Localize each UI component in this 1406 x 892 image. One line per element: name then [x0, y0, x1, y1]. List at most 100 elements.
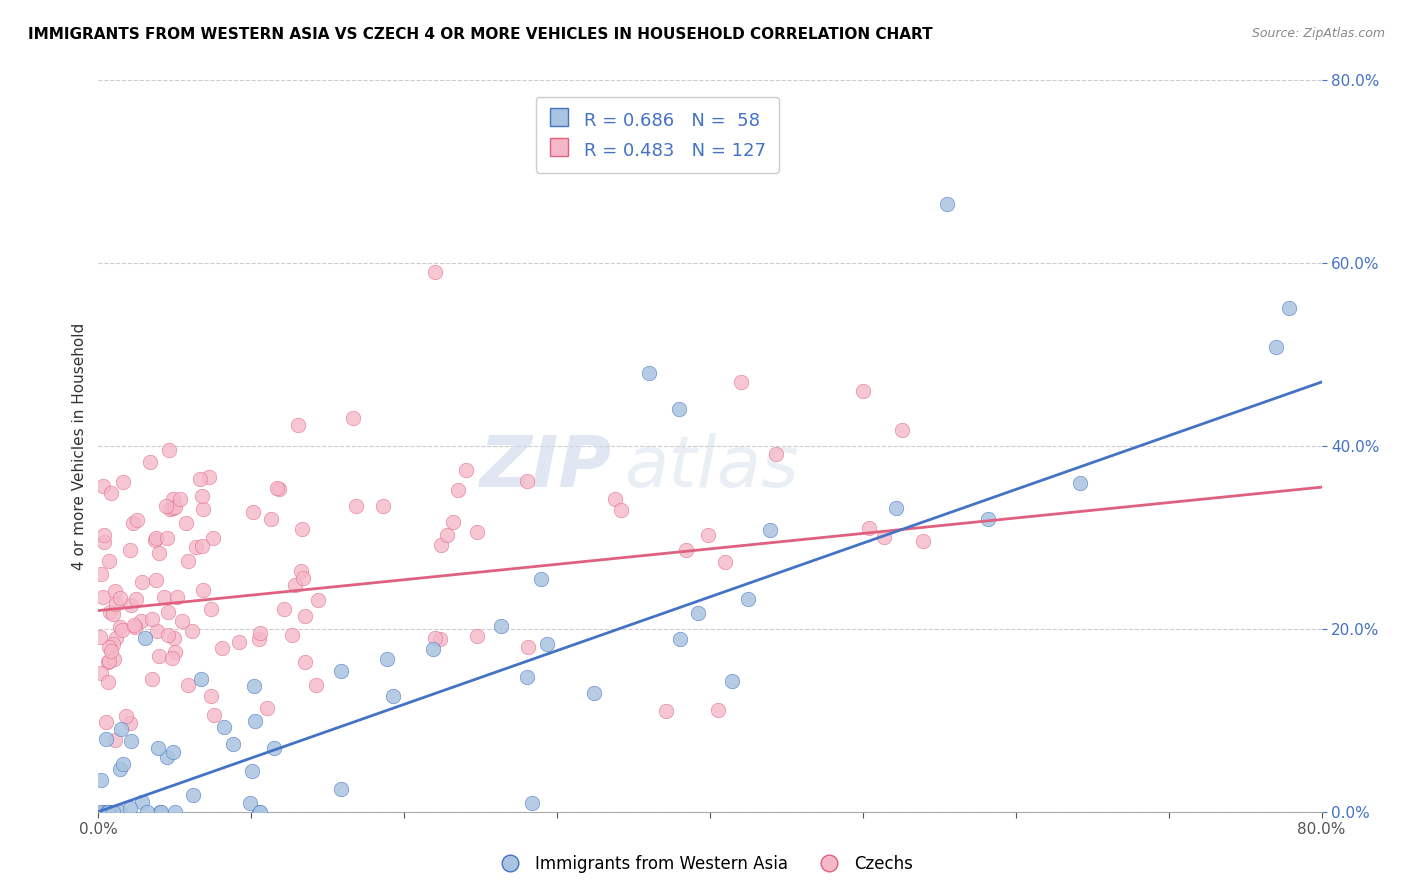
Point [110, 762, 132, 776]
Point [91, 479, 114, 493]
Point [153, 591, 176, 605]
Text: atlas: atlas [624, 434, 799, 502]
Point [90, 567, 112, 582]
Point [156, 628, 179, 642]
Point [90, 665, 112, 680]
Point [259, 512, 281, 526]
Point [294, 609, 316, 624]
Point [668, 402, 690, 417]
Point [536, 637, 558, 651]
Point [101, 637, 124, 651]
Point [97, 805, 120, 819]
Point [165, 500, 187, 514]
Point [191, 539, 214, 553]
Point [423, 631, 446, 645]
Point [143, 533, 166, 547]
Text: IMMIGRANTS FROM WESTERN ASIA VS CZECH 4 OR MORE VEHICLES IN HOUSEHOLD CORRELATIO: IMMIGRANTS FROM WESTERN ASIA VS CZECH 4 … [28, 27, 932, 42]
Point [936, 196, 959, 211]
Point [96, 805, 118, 819]
Point [516, 670, 538, 684]
Point [148, 547, 170, 561]
Point [174, 516, 197, 530]
Point [184, 540, 207, 554]
Point [423, 265, 446, 279]
Point [610, 502, 633, 516]
Point [145, 573, 167, 587]
Point [91, 805, 114, 819]
Point [852, 384, 875, 398]
Point [94, 714, 117, 729]
Point [290, 564, 312, 578]
Point [172, 614, 194, 628]
Point [654, 704, 676, 718]
Point [104, 631, 127, 645]
Point [202, 707, 225, 722]
Point [530, 573, 553, 587]
Point [430, 538, 453, 552]
Point [190, 672, 212, 686]
Point [239, 797, 262, 811]
Point [180, 624, 202, 638]
Point [429, 632, 451, 647]
Point [422, 642, 444, 657]
Point [156, 531, 179, 545]
Point [163, 805, 186, 819]
Point [675, 543, 697, 558]
Point [243, 714, 266, 728]
Point [342, 410, 364, 425]
Point [281, 628, 304, 642]
Point [162, 500, 184, 515]
Point [465, 629, 488, 643]
Point [287, 418, 309, 433]
Point [381, 689, 404, 703]
Point [669, 632, 692, 646]
Point [93, 535, 115, 549]
Point [145, 532, 167, 546]
Point [456, 463, 478, 477]
Point [228, 634, 250, 648]
Point [177, 554, 200, 568]
Point [120, 801, 142, 815]
Point [91, 590, 114, 604]
Point [344, 499, 367, 513]
Point [222, 737, 245, 751]
Point [266, 481, 288, 495]
Point [256, 701, 278, 715]
Point [447, 483, 470, 498]
Point [603, 492, 626, 507]
Point [1278, 301, 1301, 316]
Point [103, 733, 125, 747]
Point [489, 619, 512, 633]
Point [183, 789, 205, 803]
Point [191, 502, 214, 516]
Point [200, 689, 222, 703]
Point [292, 571, 315, 585]
Point [162, 745, 184, 759]
Point [100, 644, 122, 658]
Point [190, 472, 212, 486]
Point [294, 656, 316, 670]
Point [89, 630, 111, 644]
Point [98, 640, 121, 655]
Point [129, 614, 152, 628]
Point [131, 574, 153, 589]
Point [141, 612, 163, 626]
Point [1265, 340, 1288, 354]
Point [242, 764, 264, 779]
Point [169, 491, 191, 506]
Point [108, 620, 131, 634]
Point [122, 516, 145, 531]
Point [118, 716, 141, 731]
Point [105, 597, 128, 611]
Point [912, 534, 935, 549]
Point [162, 491, 184, 506]
Point [273, 601, 295, 615]
Point [118, 542, 141, 557]
Point [131, 795, 153, 809]
Point [155, 750, 177, 764]
Point [247, 805, 270, 819]
Point [582, 685, 605, 699]
Point [330, 781, 353, 796]
Point [103, 652, 125, 666]
Point [110, 722, 132, 736]
